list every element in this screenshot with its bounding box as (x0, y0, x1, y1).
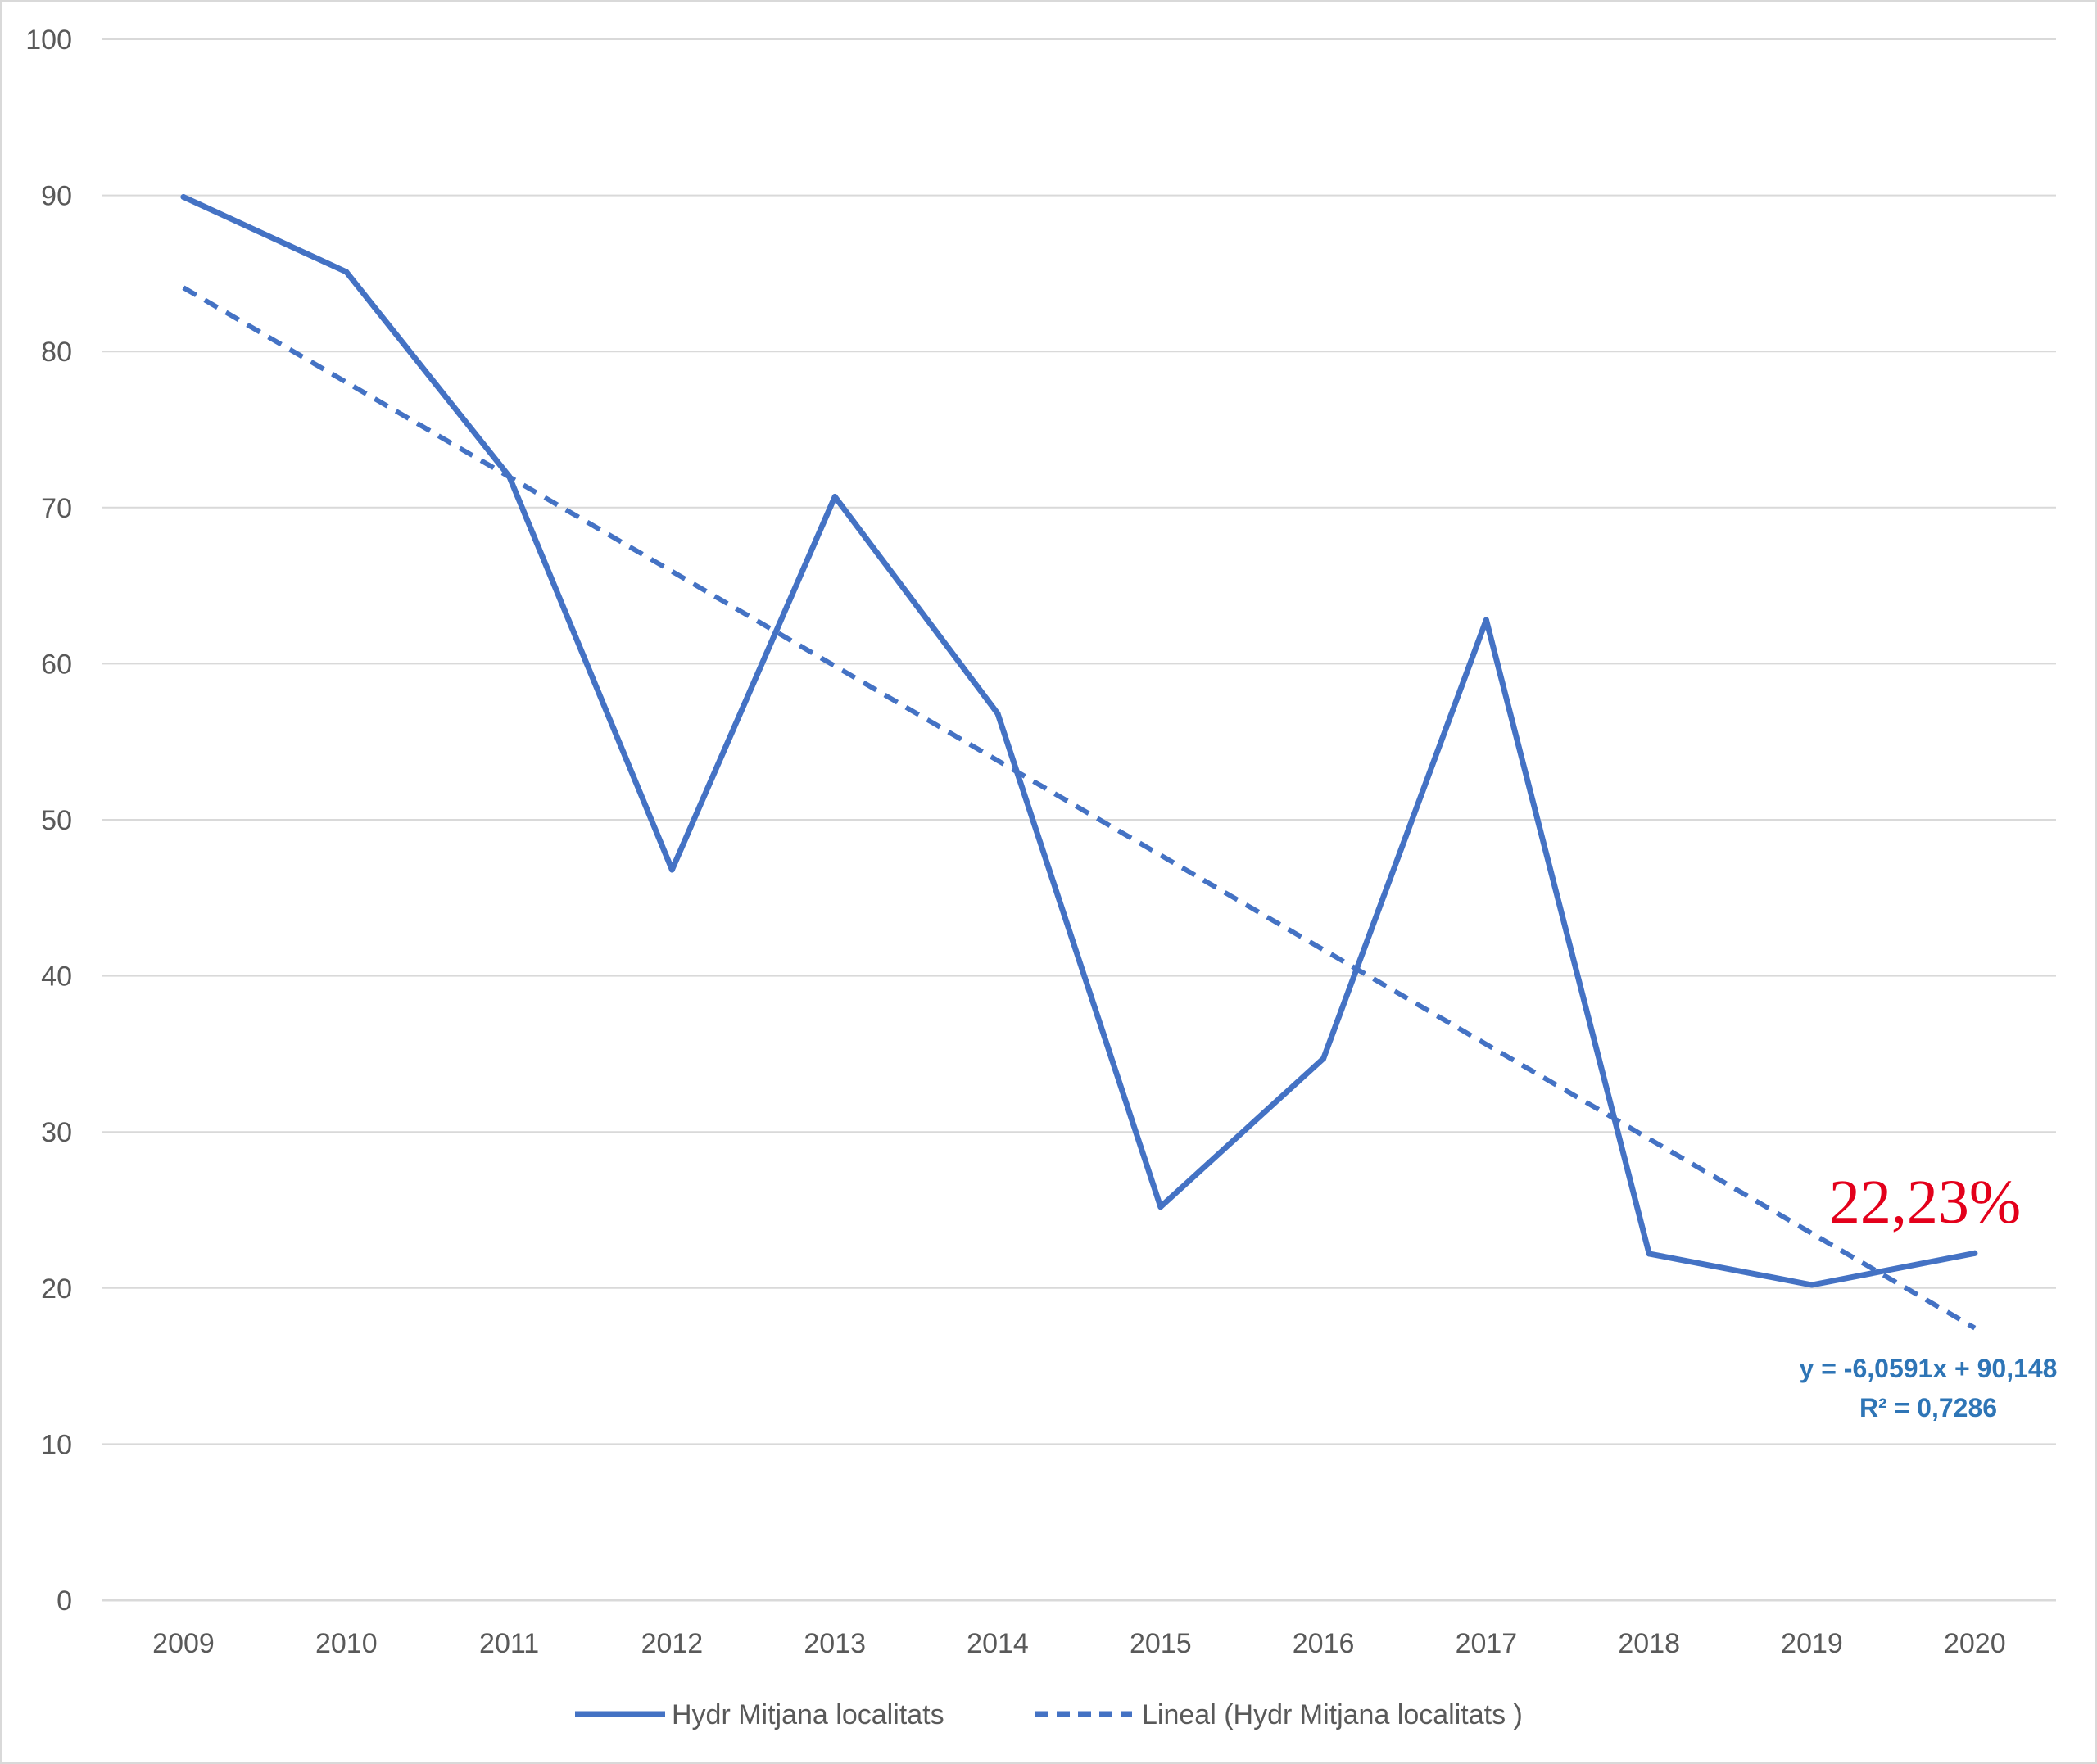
legend-label-trendline: Lineal (Hydr Mitjana localitats ) (1142, 1699, 1523, 1730)
x-tick-label-2019: 2019 (1781, 1628, 1843, 1659)
x-tick-label-2016: 2016 (1293, 1628, 1355, 1659)
y-tick-label-50: 50 (41, 805, 72, 836)
x-tick-label-2010: 2010 (315, 1628, 378, 1659)
x-tick-label-2015: 2015 (1130, 1628, 1192, 1659)
series-layer (180, 194, 1978, 1288)
x-tick-label-2014: 2014 (967, 1628, 1029, 1659)
data-point-2016 (1320, 1056, 1327, 1062)
trendline-r2: R² = 0,7286 (1859, 1393, 1997, 1423)
series-line (180, 194, 1978, 1288)
x-tick-label-2018: 2018 (1618, 1628, 1680, 1659)
y-tick-label-30: 30 (41, 1117, 72, 1148)
gridlines (102, 38, 2056, 1602)
y-tick-label-10: 10 (41, 1429, 72, 1460)
x-tick-label-2011: 2011 (479, 1628, 539, 1659)
percent-annotation: 22,23% (1829, 1168, 2021, 1237)
data-point-2012 (668, 866, 675, 873)
y-tick-label-90: 90 (41, 181, 72, 212)
legend-label-series: Hydr Mitjana localitats (672, 1699, 944, 1730)
trendline (182, 285, 1977, 1331)
data-point-2014 (994, 710, 1001, 717)
axes: 0 10 20 30 40 50 60 70 80 90 100 2009 2010 2011 2012 20… (25, 25, 2005, 1659)
x-tick-label-2013: 2013 (804, 1628, 866, 1659)
y-tick-label-40: 40 (41, 961, 72, 993)
y-tick-label-70: 70 (41, 493, 72, 524)
x-tick-label-2012: 2012 (641, 1628, 704, 1659)
y-tick-label-60: 60 (41, 649, 72, 680)
x-tick-label-2017: 2017 (1456, 1628, 1518, 1659)
trendline-equation: y = -6,0591x + 90,148 (1800, 1354, 2058, 1383)
y-tick-label-20: 20 (41, 1273, 72, 1305)
y-tick-label-80: 80 (41, 337, 72, 368)
data-point-2019 (1809, 1282, 1815, 1288)
data-point-2017 (1483, 617, 1489, 623)
data-point-2015 (1157, 1204, 1164, 1210)
data-point-2010 (343, 269, 350, 275)
trendline-layer (182, 285, 1977, 1331)
data-point-2011 (506, 473, 513, 480)
y-tick-label-0: 0 (57, 1585, 72, 1617)
data-point-2013 (831, 493, 838, 500)
legend: Hydr Mitjana localitats Lineal (Hydr Mitj… (575, 1699, 1523, 1730)
x-tick-label-2009: 2009 (152, 1628, 215, 1659)
data-point-2009 (180, 194, 187, 201)
y-tick-label-100: 100 (25, 25, 72, 56)
data-point-2020 (1972, 1250, 1978, 1256)
x-tick-label-2020: 2020 (1944, 1628, 2006, 1659)
data-point-2018 (1646, 1251, 1652, 1257)
annotations: 22,23% y = -6,0591x + 90,148 R² = 0,7286 (1800, 1168, 2058, 1423)
